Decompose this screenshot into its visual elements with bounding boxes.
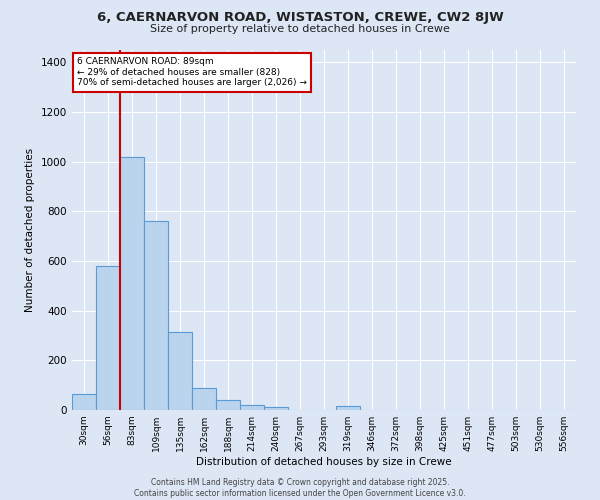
Text: 6 CAERNARVON ROAD: 89sqm
← 29% of detached houses are smaller (828)
70% of semi-: 6 CAERNARVON ROAD: 89sqm ← 29% of detach… bbox=[77, 57, 307, 87]
Bar bbox=[264, 407, 288, 410]
Bar bbox=[168, 332, 192, 410]
Y-axis label: Number of detached properties: Number of detached properties bbox=[25, 148, 35, 312]
Bar bbox=[96, 266, 120, 410]
Bar bbox=[240, 404, 264, 410]
Bar bbox=[336, 406, 360, 410]
Text: 6, CAERNARVON ROAD, WISTASTON, CREWE, CW2 8JW: 6, CAERNARVON ROAD, WISTASTON, CREWE, CW… bbox=[97, 11, 503, 24]
Bar bbox=[72, 394, 96, 410]
Bar bbox=[216, 400, 240, 410]
Text: Contains HM Land Registry data © Crown copyright and database right 2025.
Contai: Contains HM Land Registry data © Crown c… bbox=[134, 478, 466, 498]
Bar bbox=[120, 157, 144, 410]
Bar bbox=[144, 222, 168, 410]
Bar bbox=[192, 388, 216, 410]
X-axis label: Distribution of detached houses by size in Crewe: Distribution of detached houses by size … bbox=[196, 457, 452, 467]
Text: Size of property relative to detached houses in Crewe: Size of property relative to detached ho… bbox=[150, 24, 450, 34]
